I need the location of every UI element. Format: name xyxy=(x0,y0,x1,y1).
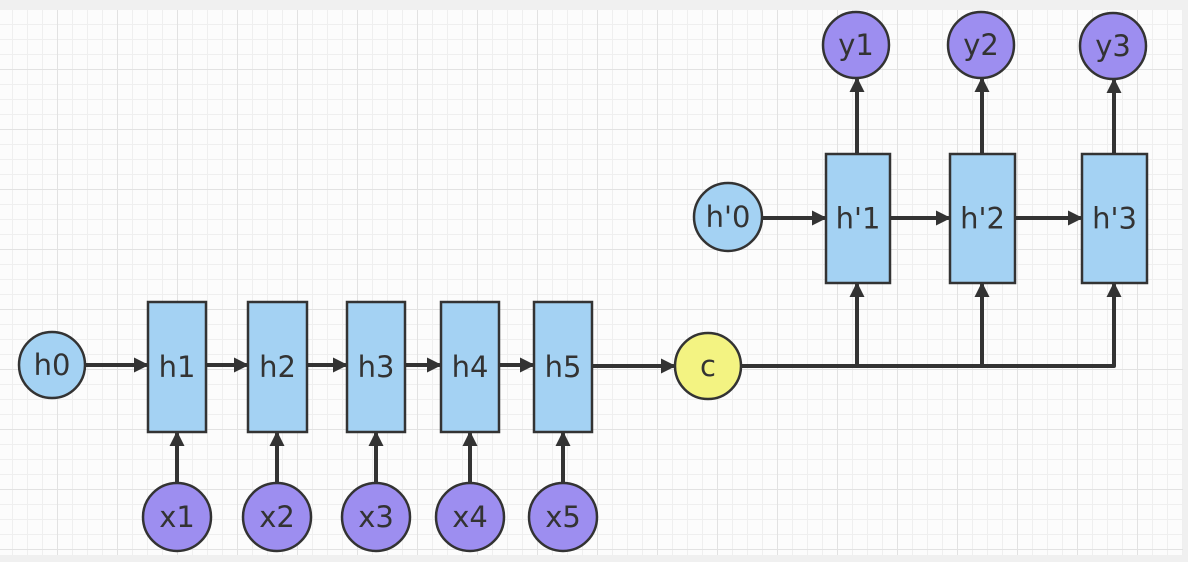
node-hp0-circle[interactable] xyxy=(692,181,764,253)
node-h1-label: h1 xyxy=(159,350,196,384)
node-hp1-label: h'1 xyxy=(836,202,881,236)
node-h3-rect[interactable] xyxy=(345,300,407,434)
node-h2-label: h2 xyxy=(259,350,296,384)
node-h5-rect[interactable] xyxy=(532,300,594,434)
nodes-layer: h0 h1 h2 h3 h4 h5 c x1 x2 x3 x4 x5 h'0 h'1 h'2 h'3 y1 y2 y… xyxy=(17,10,1149,553)
node-y1-circle[interactable] xyxy=(821,10,891,80)
node-c-circle[interactable] xyxy=(673,331,743,401)
node-hp2-rect[interactable] xyxy=(948,152,1017,285)
node-y3-label: y3 xyxy=(1095,29,1131,63)
node-hp0[interactable]: h'0 xyxy=(692,181,764,253)
node-hp2-label: h'2 xyxy=(960,202,1005,236)
node-hp3[interactable]: h'3 xyxy=(1080,152,1149,285)
node-hp0-label: h'0 xyxy=(706,200,751,234)
node-x2-label: x2 xyxy=(259,500,295,534)
node-h4-label: h4 xyxy=(452,350,489,384)
node-h2-rect[interactable] xyxy=(246,300,309,434)
node-c-label: c xyxy=(700,349,716,383)
node-x1-circle[interactable] xyxy=(141,481,213,553)
node-h2[interactable]: h2 xyxy=(246,300,309,434)
node-h0[interactable]: h0 xyxy=(17,330,87,400)
node-y3[interactable]: y3 xyxy=(1078,11,1148,81)
node-x5-label: x5 xyxy=(545,500,581,534)
node-x1[interactable]: x1 xyxy=(141,481,213,553)
node-hp3-label: h'3 xyxy=(1092,202,1137,236)
node-h5-label: h5 xyxy=(545,350,582,384)
node-h1-rect[interactable] xyxy=(146,300,208,434)
node-x4[interactable]: x4 xyxy=(434,481,506,553)
node-y2-circle[interactable] xyxy=(946,10,1016,80)
node-h4[interactable]: h4 xyxy=(439,300,501,434)
node-x3[interactable]: x3 xyxy=(340,481,412,553)
node-c[interactable]: c xyxy=(673,331,743,401)
node-x2-circle[interactable] xyxy=(241,481,313,553)
node-x4-label: x4 xyxy=(452,500,488,534)
node-h3-label: h3 xyxy=(358,350,395,384)
node-y2-label: y2 xyxy=(963,28,999,62)
node-x3-circle[interactable] xyxy=(340,481,412,553)
node-h4-rect[interactable] xyxy=(439,300,501,434)
canvas-top-edge xyxy=(0,0,1188,10)
node-x5[interactable]: x5 xyxy=(527,481,599,553)
arrows-layer xyxy=(83,76,1122,485)
node-x2[interactable]: x2 xyxy=(241,481,313,553)
node-y2[interactable]: y2 xyxy=(946,10,1016,80)
node-hp2[interactable]: h'2 xyxy=(948,152,1017,285)
node-h0-label: h0 xyxy=(34,348,71,382)
node-h5[interactable]: h5 xyxy=(532,300,594,434)
node-hp1-rect[interactable] xyxy=(824,152,892,285)
node-h3[interactable]: h3 xyxy=(345,300,407,434)
node-y1[interactable]: y1 xyxy=(821,10,891,80)
node-hp1[interactable]: h'1 xyxy=(824,152,892,285)
canvas-bottom-edge xyxy=(0,555,1188,562)
node-y1-label: y1 xyxy=(838,28,874,62)
node-x4-circle[interactable] xyxy=(434,481,506,553)
node-x5-circle[interactable] xyxy=(527,481,599,553)
node-y3-circle[interactable] xyxy=(1078,11,1148,81)
node-h0-circle[interactable] xyxy=(17,330,87,400)
arrow-c-to-hp3[interactable] xyxy=(739,281,1122,368)
node-x3-label: x3 xyxy=(358,500,394,534)
canvas-right-edge xyxy=(1183,0,1188,562)
node-x1-label: x1 xyxy=(159,500,195,534)
node-hp3-rect[interactable] xyxy=(1080,152,1149,285)
node-h1[interactable]: h1 xyxy=(146,300,208,434)
